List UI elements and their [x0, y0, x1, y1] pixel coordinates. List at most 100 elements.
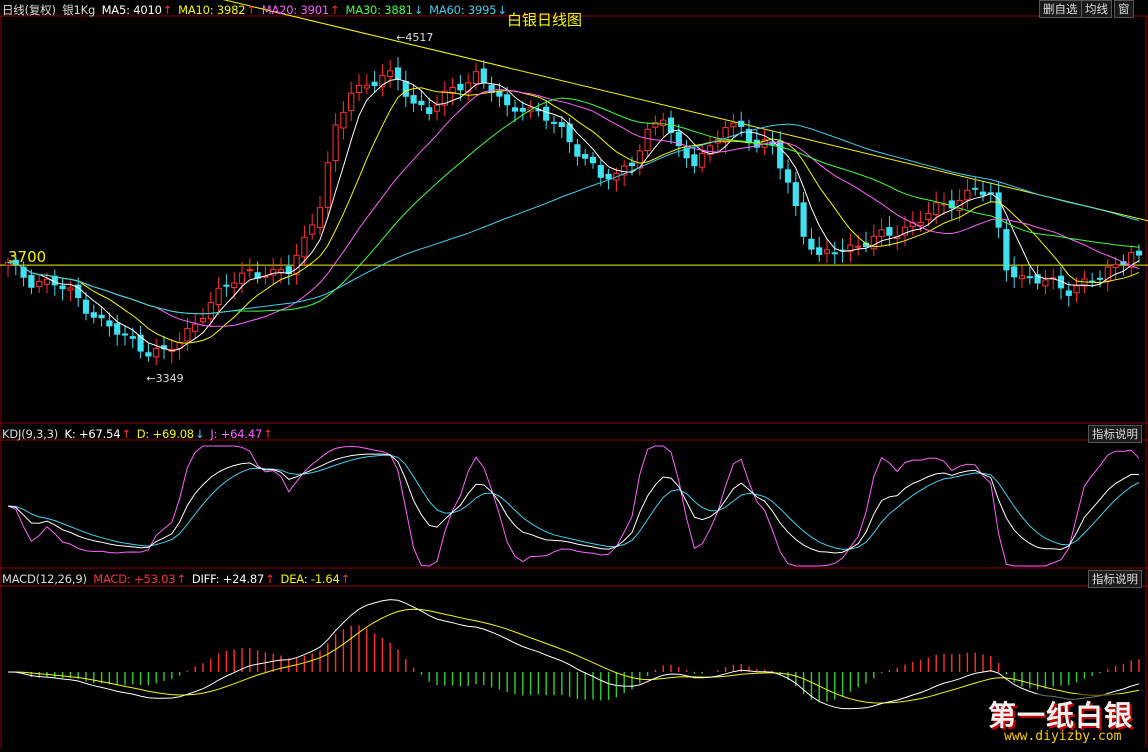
low-price-label: ←3349	[146, 372, 183, 385]
candle-body	[652, 122, 659, 128]
candle-body	[207, 301, 214, 320]
arrow-up-icon: ↑	[176, 572, 186, 586]
candle-body	[215, 287, 222, 305]
candle-body	[238, 272, 246, 284]
candle-body	[706, 145, 714, 155]
candle-body	[933, 202, 940, 216]
candle-body	[979, 191, 987, 196]
candle-body	[129, 336, 136, 339]
candle-body	[792, 182, 799, 207]
macd-dea-line	[8, 608, 1140, 704]
candle-body	[137, 334, 144, 352]
candle-body	[488, 84, 495, 93]
kdj-value-2: J: +64.47	[210, 427, 263, 441]
candle-body	[722, 127, 729, 143]
ma-legend: MA5: 4010↑ MA10: 3982↑ MA20: 3901↑ MA30: 38…	[102, 3, 513, 17]
candle-body	[558, 122, 565, 128]
candle-body	[270, 268, 277, 276]
ma60-line	[7, 123, 1140, 315]
candle-body	[683, 147, 690, 159]
arrow-up-icon: ↑	[330, 3, 340, 17]
macd-value-1: DIFF: +24.87	[191, 572, 265, 586]
candle-body	[348, 92, 355, 111]
candle-body	[472, 71, 480, 85]
macd-help-button[interactable]: 指标说明	[1088, 570, 1142, 588]
candle-body	[316, 207, 324, 228]
candle-body	[1003, 229, 1010, 271]
candle-body	[636, 150, 643, 169]
candle-body	[660, 119, 667, 127]
candle-body	[355, 84, 363, 94]
arrow-up-icon: ↑	[162, 3, 173, 17]
candle-body	[589, 156, 597, 164]
ma-item-2: MA20: 3901↑	[262, 3, 343, 17]
candle-body	[1026, 276, 1033, 279]
kdj-legend: K: +67.54↑ D: +69.08↓ J: +64.47↑	[65, 427, 279, 441]
symbol-label: 银1Kg	[62, 3, 96, 17]
candle-body	[925, 213, 932, 221]
candle-body	[628, 162, 636, 167]
ma-item-0: MA5: 4010↑	[102, 3, 176, 17]
candle-body	[480, 68, 487, 83]
ma30-line	[7, 97, 1140, 315]
arrow-down-icon: ↓	[194, 427, 205, 441]
candle-body	[496, 90, 503, 97]
candle-body	[621, 165, 628, 176]
candle-body	[387, 70, 394, 78]
kdj-j-line	[7, 445, 1140, 567]
kdj-help-button[interactable]: 指标说明	[1088, 425, 1142, 443]
candle-body	[995, 192, 1002, 228]
candle-body	[847, 244, 854, 253]
candle-body	[192, 323, 199, 332]
candle-body	[28, 274, 35, 288]
candle-body	[1018, 275, 1026, 279]
candle-body	[1073, 285, 1080, 294]
candle-body	[36, 281, 43, 288]
candle-body	[145, 352, 152, 357]
candle-body	[363, 84, 370, 89]
candle-body	[90, 312, 97, 318]
candle-body	[574, 144, 581, 157]
candle-body	[823, 249, 831, 254]
macd-item-1: DIFF: +24.87↑	[192, 572, 278, 586]
candle-body	[98, 314, 105, 319]
arrow-up-icon: ↑	[121, 427, 131, 441]
average-line-button[interactable]: 均线	[1081, 0, 1112, 18]
kdj-name: KDJ(9,3,3)	[2, 427, 59, 441]
candle-body	[784, 169, 792, 183]
candle-body	[917, 221, 924, 226]
kdj-value-0: K: +67.54	[64, 427, 121, 441]
macd-value-2: DEA: -1.64	[280, 572, 340, 586]
candle-body	[1135, 250, 1143, 256]
candle-body	[153, 347, 160, 358]
candle-body	[605, 173, 612, 180]
candle-body	[441, 90, 448, 106]
ma-value-1: MA10: 3982	[178, 3, 246, 17]
candle-body	[831, 252, 838, 255]
candle-body	[855, 245, 862, 248]
window-button[interactable]: 窗	[1114, 0, 1134, 18]
ma-value-4: MA60: 3995	[429, 3, 497, 17]
delete-watchlist-button[interactable]: 删自选	[1039, 0, 1082, 18]
arrow-up-icon: ↑	[246, 3, 256, 17]
candle-body	[418, 100, 425, 106]
candle-body	[800, 202, 807, 237]
candle-body	[340, 111, 347, 129]
ma5-line	[7, 78, 1140, 352]
candle-body	[511, 107, 519, 112]
ma10-line	[7, 87, 1140, 344]
candle-body	[972, 187, 979, 190]
candle-body	[379, 74, 386, 88]
candle-body	[114, 323, 121, 335]
candle-body	[332, 124, 339, 162]
candle-body	[964, 189, 971, 201]
candle-body	[1011, 266, 1018, 278]
candle-body	[699, 152, 706, 168]
candle-body	[1104, 266, 1111, 282]
candle-body	[1042, 279, 1049, 287]
candle-body	[738, 120, 745, 127]
macd-legend: MACD: +53.03↑ DIFF: +24.87↑ DEA: -1.64↑	[93, 572, 356, 586]
arrow-up-icon: ↑	[263, 427, 273, 441]
kdj-item-2: J: +64.47↑	[210, 427, 275, 441]
